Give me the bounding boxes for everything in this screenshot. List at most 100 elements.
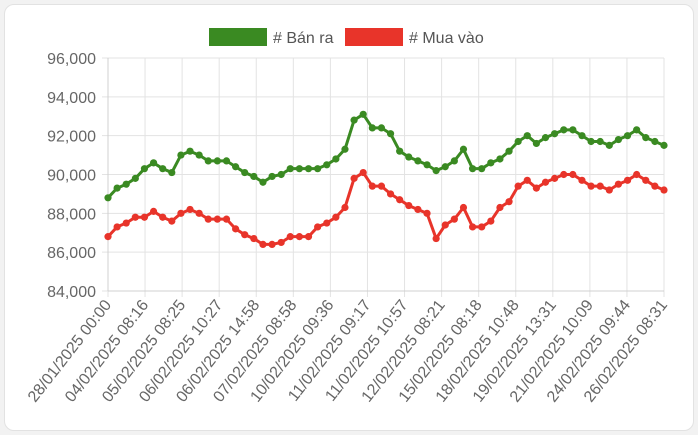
series-point-0[interactable] [241, 168, 249, 177]
series-point-0[interactable] [578, 132, 586, 140]
series-point-1[interactable] [478, 223, 486, 231]
series-point-1[interactable] [332, 213, 340, 221]
series-point-1[interactable] [405, 201, 413, 210]
series-point-0[interactable] [295, 165, 304, 173]
series-point-0[interactable] [140, 165, 149, 173]
series-point-0[interactable] [487, 159, 495, 167]
series-point-1[interactable] [587, 182, 595, 190]
series-point-0[interactable] [605, 141, 613, 149]
series-point-0[interactable] [523, 132, 531, 140]
series-point-1[interactable] [569, 170, 577, 179]
series-point-1[interactable] [204, 215, 212, 223]
series-point-0[interactable] [341, 145, 349, 153]
series-point-1[interactable] [423, 209, 431, 217]
series-point-1[interactable] [232, 225, 240, 233]
series-point-0[interactable] [168, 168, 176, 177]
series-point-0[interactable] [660, 141, 668, 149]
series-point-1[interactable] [131, 213, 139, 221]
series-point-0[interactable] [414, 157, 422, 165]
series-point-0[interactable] [314, 165, 322, 173]
series-point-0[interactable] [386, 130, 395, 138]
series-point-0[interactable] [159, 165, 167, 173]
series-point-1[interactable] [113, 223, 121, 231]
series-point-1[interactable] [323, 219, 331, 227]
series-point-1[interactable] [487, 217, 495, 225]
series-point-1[interactable] [441, 221, 449, 229]
series-point-0[interactable] [377, 124, 386, 132]
series-point-1[interactable] [241, 231, 249, 239]
series-point-0[interactable] [304, 165, 313, 173]
series-point-0[interactable] [195, 151, 203, 159]
series-point-0[interactable] [505, 147, 513, 155]
series-point-0[interactable] [332, 155, 340, 163]
series-point-0[interactable] [496, 155, 504, 163]
series-point-1[interactable] [314, 223, 322, 231]
series-point-0[interactable] [623, 132, 632, 140]
series-point-0[interactable] [323, 161, 331, 169]
series-point-0[interactable] [396, 147, 404, 155]
series-point-0[interactable] [213, 157, 221, 165]
series-point-0[interactable] [259, 178, 267, 186]
series-point-1[interactable] [304, 233, 313, 241]
series-point-0[interactable] [441, 163, 449, 171]
series-point-0[interactable] [405, 153, 413, 161]
series-point-1[interactable] [578, 176, 586, 184]
series-point-0[interactable] [222, 157, 231, 165]
series-point-1[interactable] [368, 182, 376, 190]
series-point-1[interactable] [277, 238, 285, 247]
series-point-0[interactable] [596, 137, 604, 146]
series-point-1[interactable] [414, 205, 422, 214]
series-point-1[interactable] [140, 213, 149, 221]
series-point-0[interactable] [432, 167, 440, 175]
series-point-1[interactable] [213, 215, 221, 223]
series-point-1[interactable] [286, 233, 294, 241]
series-point-0[interactable] [350, 116, 358, 124]
series-point-1[interactable] [633, 170, 641, 179]
series-point-0[interactable] [423, 161, 431, 169]
series-point-0[interactable] [642, 134, 650, 142]
series-point-0[interactable] [104, 194, 112, 202]
legend-item-buy[interactable]: # Mua vào [345, 28, 484, 47]
series-point-1[interactable] [177, 209, 185, 217]
series-point-0[interactable] [286, 165, 294, 173]
series-point-1[interactable] [350, 174, 358, 182]
series-point-0[interactable] [149, 159, 158, 167]
series-point-1[interactable] [468, 223, 477, 231]
series-point-0[interactable] [177, 151, 185, 159]
series-point-1[interactable] [623, 176, 632, 184]
series-point-1[interactable] [541, 178, 550, 186]
series-point-1[interactable] [268, 240, 276, 248]
series-point-0[interactable] [587, 137, 595, 146]
series-point-1[interactable] [532, 184, 540, 192]
series-point-1[interactable] [642, 176, 650, 184]
series-point-0[interactable] [277, 170, 285, 179]
series-point-1[interactable] [496, 203, 504, 212]
series-point-1[interactable] [186, 205, 194, 214]
series-point-0[interactable] [551, 130, 559, 138]
series-point-0[interactable] [232, 163, 240, 171]
series-point-1[interactable] [250, 234, 258, 243]
series-point-1[interactable] [222, 215, 231, 223]
series-point-1[interactable] [396, 196, 404, 204]
series-point-1[interactable] [459, 203, 468, 212]
series-point-0[interactable] [614, 135, 623, 144]
series-point-1[interactable] [295, 233, 304, 241]
series-point-1[interactable] [168, 217, 176, 225]
series-point-1[interactable] [450, 215, 458, 223]
series-point-0[interactable] [268, 172, 276, 181]
series-point-0[interactable] [569, 126, 577, 134]
series-point-1[interactable] [386, 190, 395, 198]
series-point-0[interactable] [131, 174, 139, 182]
series-point-1[interactable] [560, 170, 568, 179]
legend-item-sell[interactable]: # Bán ra [209, 28, 334, 47]
series-point-1[interactable] [149, 207, 158, 215]
series-point-1[interactable] [195, 209, 203, 217]
series-point-0[interactable] [651, 137, 659, 146]
series-point-1[interactable] [514, 182, 522, 190]
series-point-1[interactable] [660, 186, 668, 194]
series-point-0[interactable] [541, 134, 550, 142]
series-point-0[interactable] [359, 110, 367, 118]
series-point-1[interactable] [523, 176, 531, 184]
series-point-0[interactable] [113, 184, 121, 192]
series-point-0[interactable] [560, 126, 568, 134]
